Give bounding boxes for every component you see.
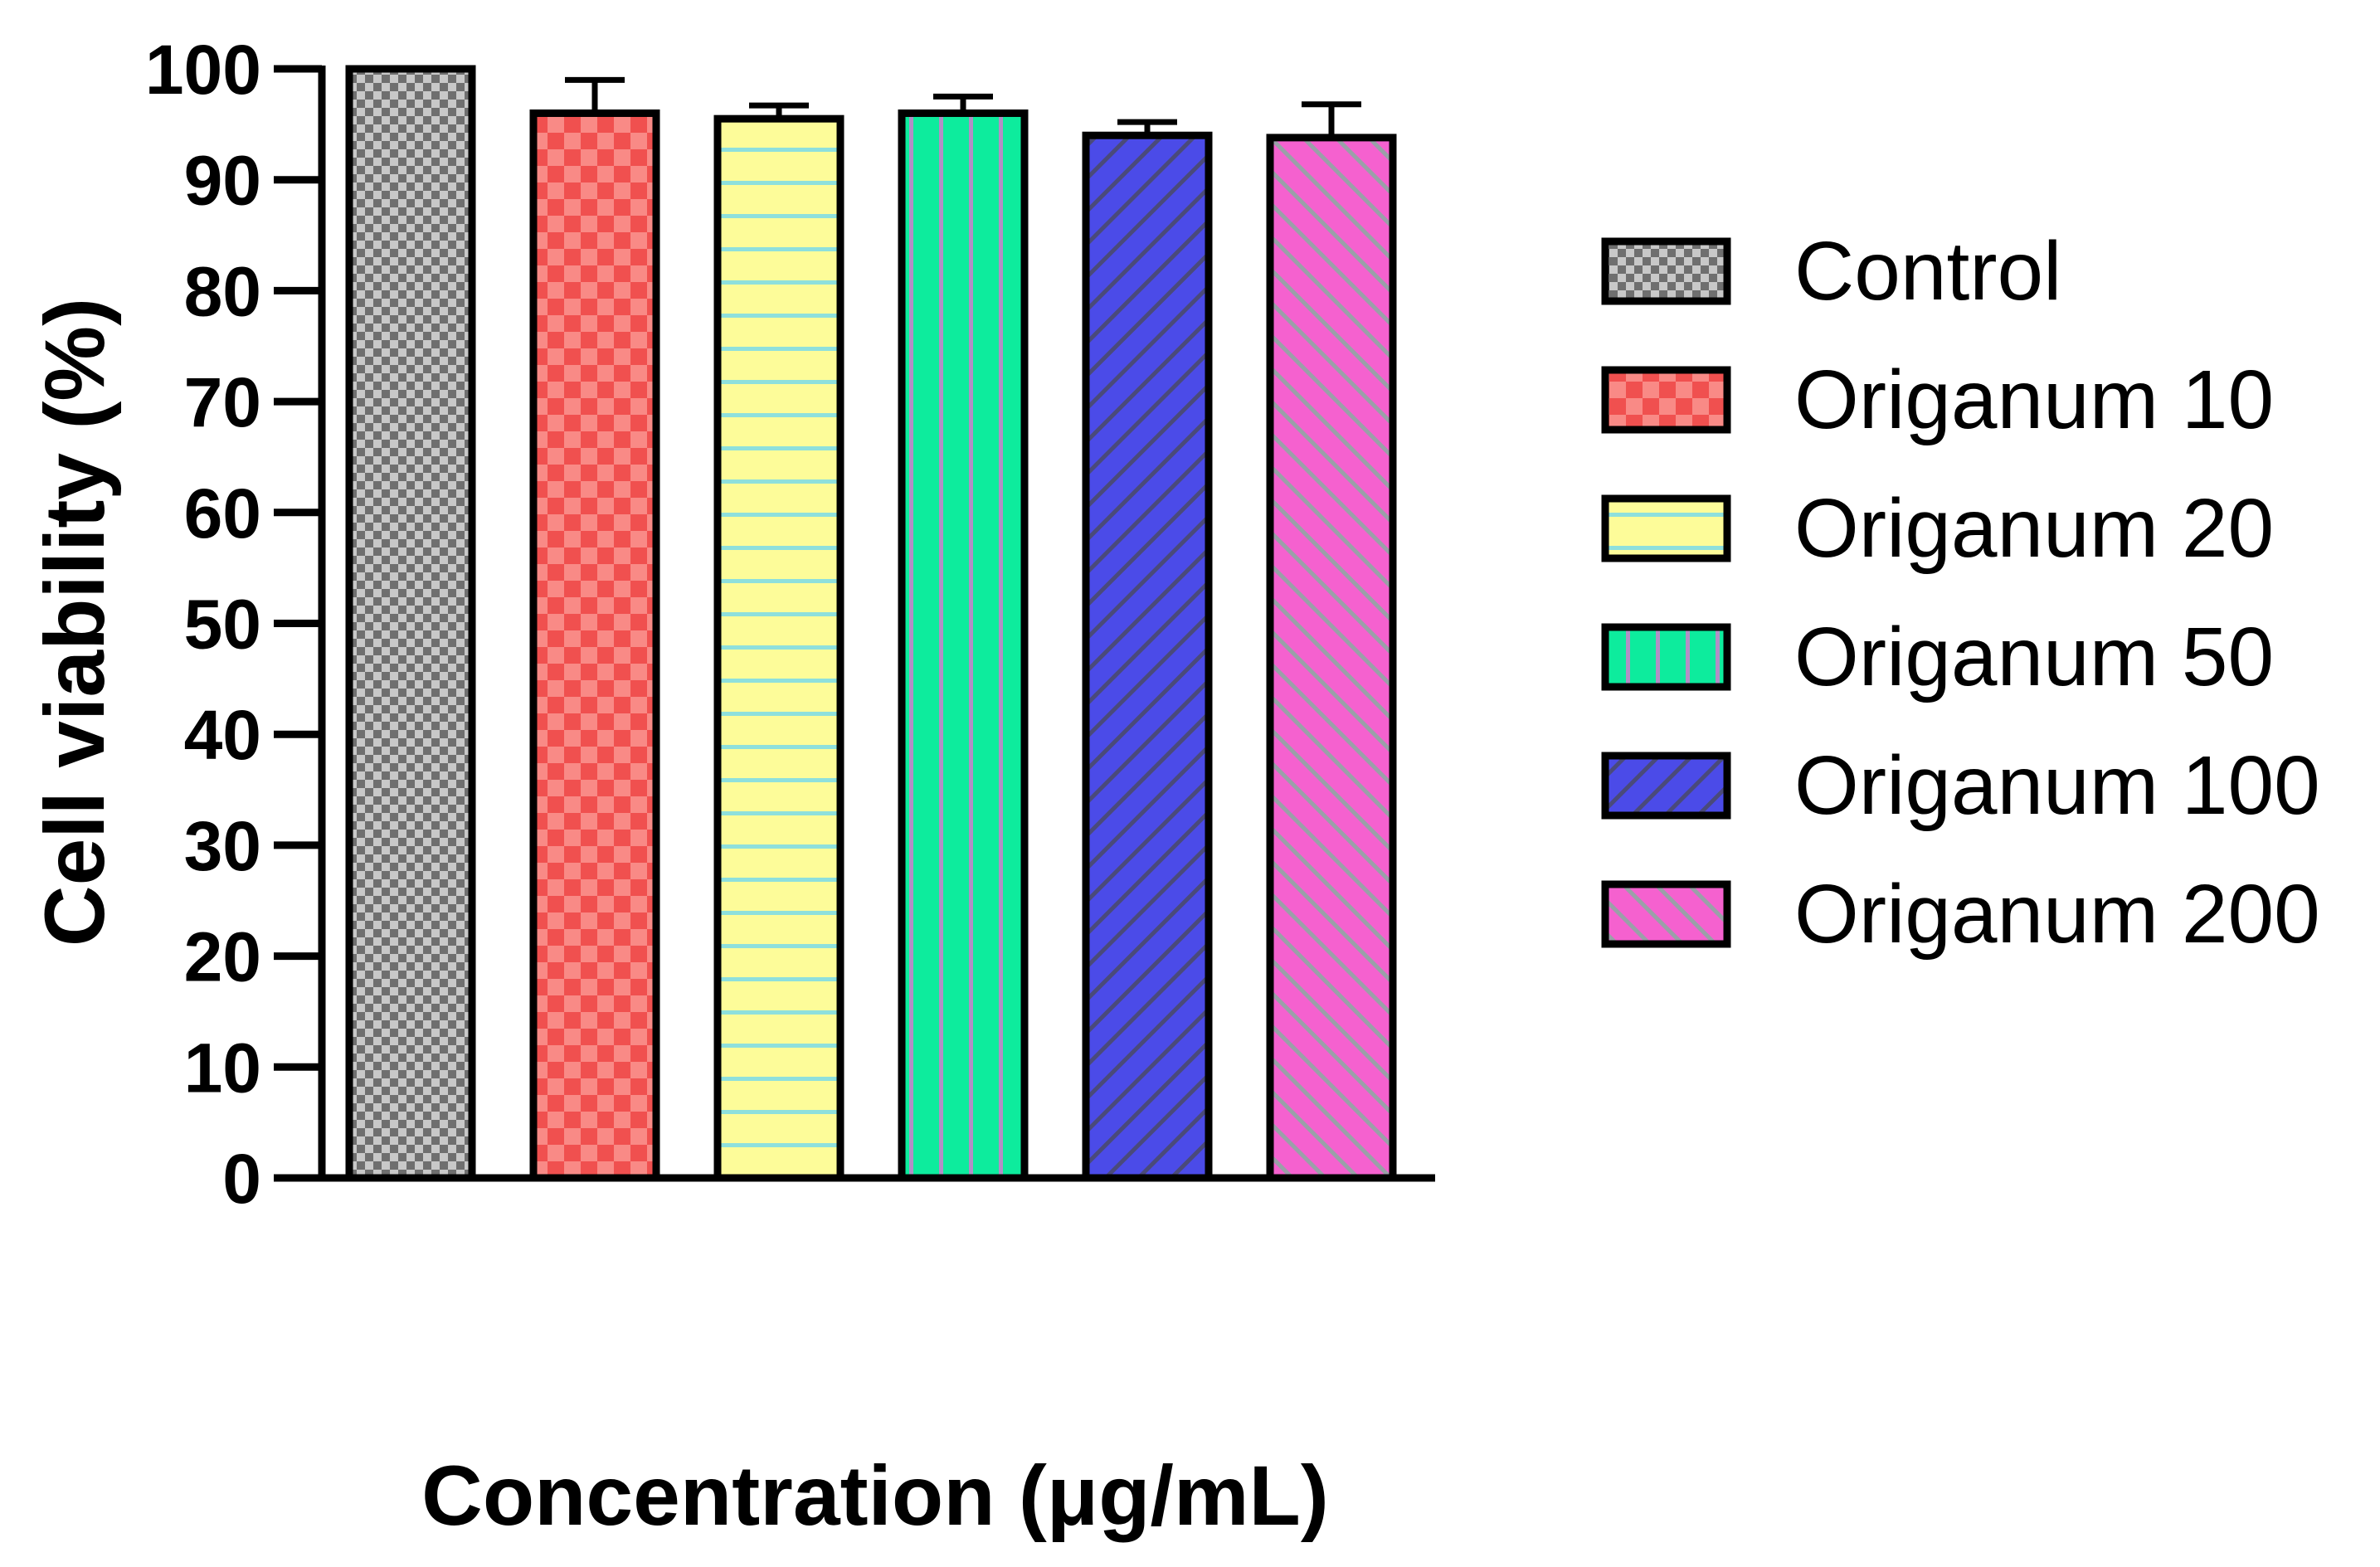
legend-label-5: Origanum 100 xyxy=(1794,739,2320,832)
legend-swatch-2 xyxy=(1601,366,1731,434)
y-tick-label-60: 60 xyxy=(184,474,261,552)
x-axis-title: Concentration (μg/mL) xyxy=(421,1448,1329,1543)
legend-swatch-1 xyxy=(1601,237,1731,305)
legend-swatch-3 xyxy=(1601,494,1731,562)
legend-label-6: Origanum 200 xyxy=(1794,868,2320,961)
y-tick-label-40: 40 xyxy=(184,696,261,774)
y-tick-label-0: 0 xyxy=(222,1140,261,1218)
legend-swatch-6 xyxy=(1601,880,1731,948)
legend-label-2: Origanum 10 xyxy=(1794,353,2274,446)
y-tick-label-80: 80 xyxy=(184,252,261,330)
bar-3 xyxy=(713,114,844,1182)
legend-label-1: Control xyxy=(1794,225,2061,318)
bar-6 xyxy=(1266,134,1397,1182)
y-tick-label-50: 50 xyxy=(184,586,261,664)
y-axis-title: Cell viability (%) xyxy=(27,298,122,947)
legend-label-3: Origanum 20 xyxy=(1794,482,2274,575)
bar-1 xyxy=(345,65,476,1182)
legend-swatch-4 xyxy=(1601,623,1731,691)
legend: Control Origanum 10 Origanum 20 Origanum 50… xyxy=(1601,225,2320,961)
bar-5 xyxy=(1082,131,1213,1182)
bar-2 xyxy=(529,109,660,1182)
error-bars xyxy=(565,76,1361,138)
bars xyxy=(345,65,1397,1182)
y-tick-label-10: 10 xyxy=(184,1029,261,1107)
y-tick-label-70: 70 xyxy=(184,363,261,441)
legend-swatch-5 xyxy=(1601,752,1731,820)
y-tick-label-20: 20 xyxy=(184,918,261,996)
y-tick-label-100: 100 xyxy=(145,31,261,109)
bar-4 xyxy=(898,109,1029,1182)
axes: 0 10 20 30 40 50 60 70 80 90 100 xyxy=(145,31,1435,1218)
legend-label-4: Origanum 50 xyxy=(1794,611,2274,703)
y-tick-label-30: 30 xyxy=(184,807,261,885)
y-tick-label-90: 90 xyxy=(184,142,261,220)
